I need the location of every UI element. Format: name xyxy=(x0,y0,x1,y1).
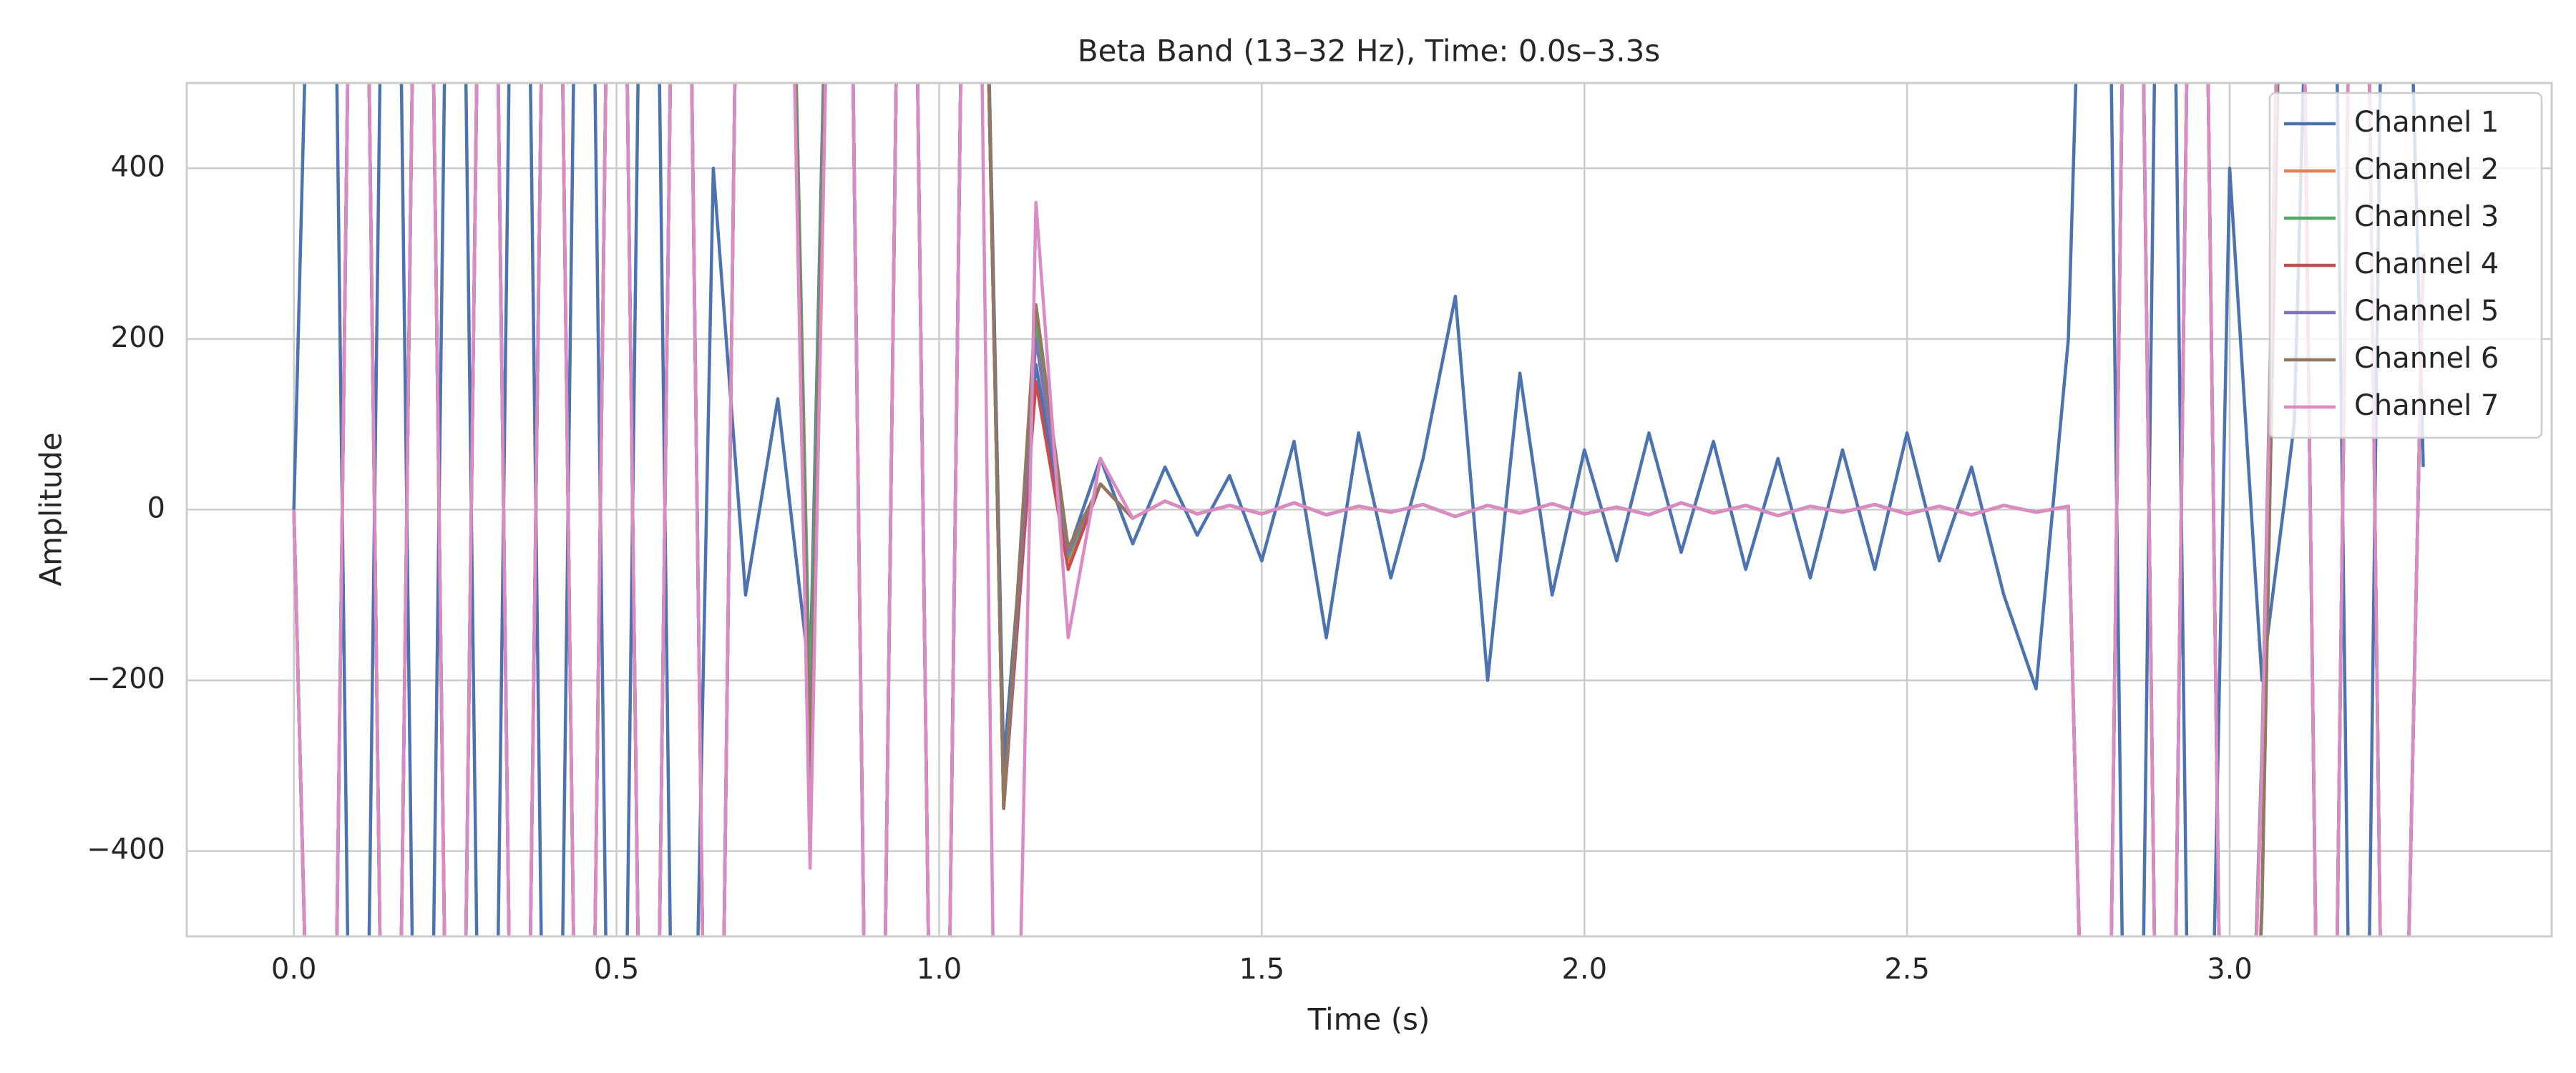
y-tick-label: 400 xyxy=(111,150,165,183)
grid xyxy=(187,83,2552,936)
legend-label: Channel 3 xyxy=(2354,200,2499,233)
plot-lines xyxy=(292,83,2425,936)
series-line xyxy=(292,83,2425,936)
y-tick-label: 200 xyxy=(111,321,165,354)
legend-label: Channel 6 xyxy=(2354,342,2499,375)
legend-label: Channel 4 xyxy=(2354,248,2499,280)
x-tick-label: 0.0 xyxy=(271,953,317,986)
y-axis-label: Amplitude xyxy=(34,432,69,586)
x-tick-label: 1.0 xyxy=(917,953,962,986)
x-tick-label: 1.5 xyxy=(1239,953,1285,986)
x-tick-label: 0.5 xyxy=(594,953,640,986)
y-tick-label: 0 xyxy=(147,492,165,525)
legend-label: Channel 7 xyxy=(2354,389,2499,422)
x-tick-label: 3.0 xyxy=(2207,953,2253,986)
legend-box xyxy=(2268,92,2543,439)
legend: Channel 1 Channel 2 Channel 3 Channel 4 Chan… xyxy=(2268,92,2543,439)
x-tick-label: 2.5 xyxy=(1884,953,1930,986)
y-tick-label: −400 xyxy=(87,833,165,866)
x-tick-label: 2.0 xyxy=(1561,953,1607,986)
chart-title: Beta Band (13–32 Hz), Time: 0.0s–3.3s xyxy=(1078,34,1660,69)
x-axis-label: Time (s) xyxy=(1307,1002,1430,1037)
plot-frame xyxy=(185,82,2553,938)
legend-label: Channel 5 xyxy=(2354,295,2499,328)
series-line xyxy=(292,83,2425,936)
legend-label: Channel 2 xyxy=(2354,153,2499,186)
y-tick-label: −200 xyxy=(87,662,165,695)
legend-label: Channel 1 xyxy=(2354,106,2499,139)
